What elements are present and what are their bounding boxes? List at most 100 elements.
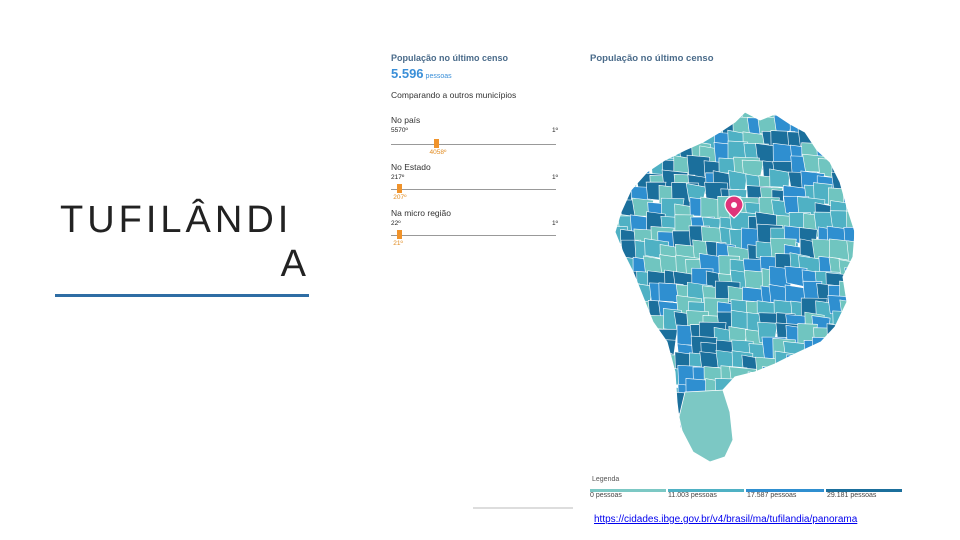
municipality-area[interactable] [861, 281, 882, 299]
municipality-area[interactable] [860, 190, 886, 212]
municipality-area[interactable] [825, 379, 852, 408]
municipality-area[interactable] [743, 385, 763, 415]
municipality-area[interactable] [841, 420, 866, 448]
municipality-area[interactable] [844, 159, 870, 182]
municipality-area[interactable] [650, 371, 676, 394]
municipality-area[interactable] [845, 356, 869, 381]
municipality-area[interactable] [826, 341, 847, 370]
municipality-area[interactable] [734, 469, 760, 472]
municipality-area[interactable] [875, 117, 894, 142]
municipality-area[interactable] [745, 448, 773, 466]
municipality-area[interactable] [630, 341, 652, 369]
municipality-area[interactable] [773, 407, 793, 433]
municipality-area[interactable] [811, 102, 835, 121]
municipality-area[interactable] [746, 419, 767, 443]
municipality-area[interactable] [618, 118, 645, 138]
municipality-area[interactable] [874, 271, 902, 294]
municipality-area[interactable] [871, 161, 894, 183]
municipality-area[interactable] [732, 379, 753, 400]
municipality-area[interactable] [868, 411, 890, 434]
municipality-area[interactable] [644, 101, 669, 127]
municipality-area[interactable] [661, 101, 682, 127]
municipality-area[interactable] [853, 105, 879, 129]
municipality-area[interactable] [617, 100, 645, 126]
municipality-area[interactable] [646, 425, 672, 447]
municipality-area[interactable] [615, 350, 641, 377]
municipality-area[interactable] [853, 299, 875, 324]
municipality-area[interactable] [858, 365, 880, 392]
municipality-area[interactable] [605, 297, 631, 319]
municipality-area[interactable] [867, 146, 885, 169]
municipality-area[interactable] [603, 186, 624, 207]
municipality-area[interactable] [860, 309, 878, 334]
municipality-area[interactable] [859, 385, 882, 407]
municipality-area[interactable] [741, 463, 761, 472]
municipality-area[interactable] [755, 454, 776, 472]
municipality-area[interactable] [632, 451, 659, 472]
municipality-area[interactable] [742, 405, 770, 431]
municipality-area[interactable] [770, 422, 795, 448]
municipality-area[interactable] [619, 336, 643, 356]
municipality-area[interactable] [813, 113, 838, 138]
municipality-area[interactable] [633, 383, 656, 406]
municipality-area[interactable] [747, 439, 768, 467]
municipality-area[interactable] [672, 465, 690, 472]
municipality-area[interactable] [868, 129, 889, 149]
municipality-area[interactable] [858, 394, 878, 417]
municipality-area[interactable] [644, 130, 668, 154]
municipality-area[interactable] [854, 223, 881, 251]
municipality-area[interactable] [643, 470, 661, 472]
municipality-area[interactable] [840, 329, 868, 349]
municipality-area[interactable] [817, 363, 842, 390]
municipality-area[interactable] [845, 170, 869, 197]
municipality-area[interactable] [608, 467, 627, 472]
municipality-area[interactable] [787, 435, 814, 464]
municipality-area[interactable] [870, 102, 895, 128]
municipality-area[interactable] [860, 436, 880, 464]
municipality-area[interactable] [633, 102, 654, 121]
municipality-area[interactable] [771, 384, 791, 411]
municipality-area[interactable] [659, 439, 686, 461]
municipality-area[interactable] [873, 173, 897, 200]
source-link[interactable]: https://cidades.ibge.gov.br/v4/brasil/ma… [594, 514, 858, 525]
municipality-area[interactable] [868, 343, 895, 368]
municipality-area[interactable] [817, 440, 847, 464]
municipality-area[interactable] [844, 130, 871, 155]
municipality-area[interactable] [860, 162, 879, 187]
municipality-area[interactable] [730, 406, 756, 432]
municipality-area[interactable] [873, 456, 898, 472]
municipality-area[interactable] [699, 467, 727, 472]
municipality-area[interactable] [732, 420, 762, 442]
municipality-area[interactable] [829, 141, 856, 163]
municipality-area[interactable] [756, 437, 780, 460]
municipality-area[interactable] [867, 352, 891, 379]
municipality-area[interactable] [645, 395, 673, 419]
municipality-area[interactable] [677, 102, 699, 127]
municipality-area[interactable] [856, 343, 878, 371]
municipality-area[interactable] [606, 258, 627, 281]
municipality-area[interactable] [619, 296, 644, 324]
municipality-area[interactable] [629, 409, 656, 434]
municipality-area[interactable] [635, 426, 659, 452]
municipality-area[interactable] [602, 196, 622, 220]
municipality-area[interactable] [634, 367, 660, 388]
municipality-area[interactable] [868, 197, 894, 215]
municipality-area[interactable] [786, 462, 807, 472]
municipality-area[interactable] [842, 450, 865, 472]
municipality-area[interactable] [747, 371, 774, 392]
municipality-area[interactable] [786, 394, 815, 422]
municipality-area[interactable] [798, 100, 826, 121]
municipality-area[interactable] [875, 468, 901, 472]
municipality-area[interactable] [869, 227, 894, 253]
municipality-area[interactable] [871, 367, 890, 393]
state-choropleth-map[interactable] [585, 72, 915, 472]
municipality-area[interactable] [871, 298, 894, 326]
municipality-area[interactable] [616, 438, 639, 459]
municipality-area[interactable] [830, 395, 852, 423]
municipality-area[interactable] [729, 366, 757, 389]
municipality-area[interactable] [618, 140, 644, 168]
municipality-area[interactable] [647, 407, 676, 427]
municipality-area[interactable] [615, 398, 640, 427]
municipality-area[interactable] [758, 381, 787, 401]
municipality-area[interactable] [858, 238, 878, 262]
